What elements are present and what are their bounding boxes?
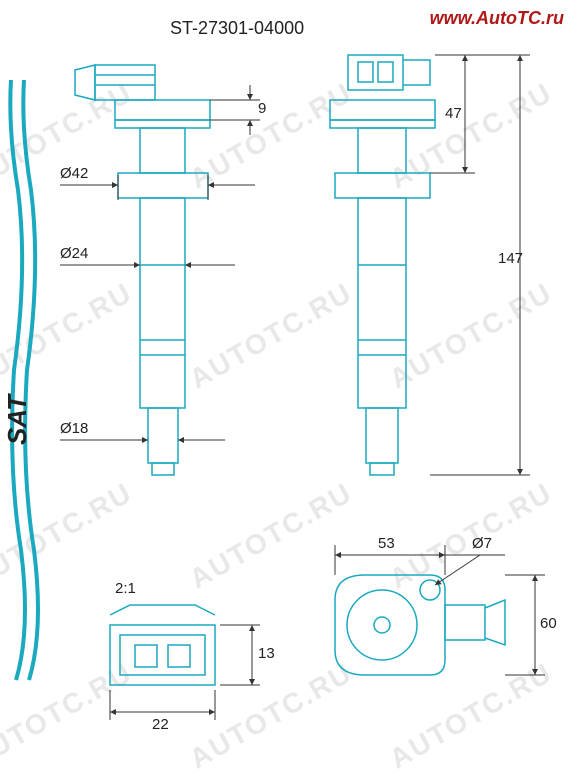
- dim-dia24: Ø24: [60, 245, 88, 262]
- dim-w53: 53: [378, 535, 395, 552]
- dim-conn-h13: 13: [258, 645, 275, 662]
- scale-label: 2:1: [115, 580, 136, 597]
- dim-dia18: Ø18: [60, 420, 88, 437]
- technical-drawing: [0, 0, 576, 768]
- dim-dia42: Ø42: [60, 165, 88, 182]
- dim-h9: 9: [258, 100, 266, 117]
- dim-h47: 47: [445, 105, 462, 122]
- dim-h60: 60: [540, 615, 557, 632]
- dim-dia7: Ø7: [472, 535, 492, 552]
- dim-h147: 147: [498, 250, 523, 267]
- dim-conn-w22: 22: [152, 716, 169, 733]
